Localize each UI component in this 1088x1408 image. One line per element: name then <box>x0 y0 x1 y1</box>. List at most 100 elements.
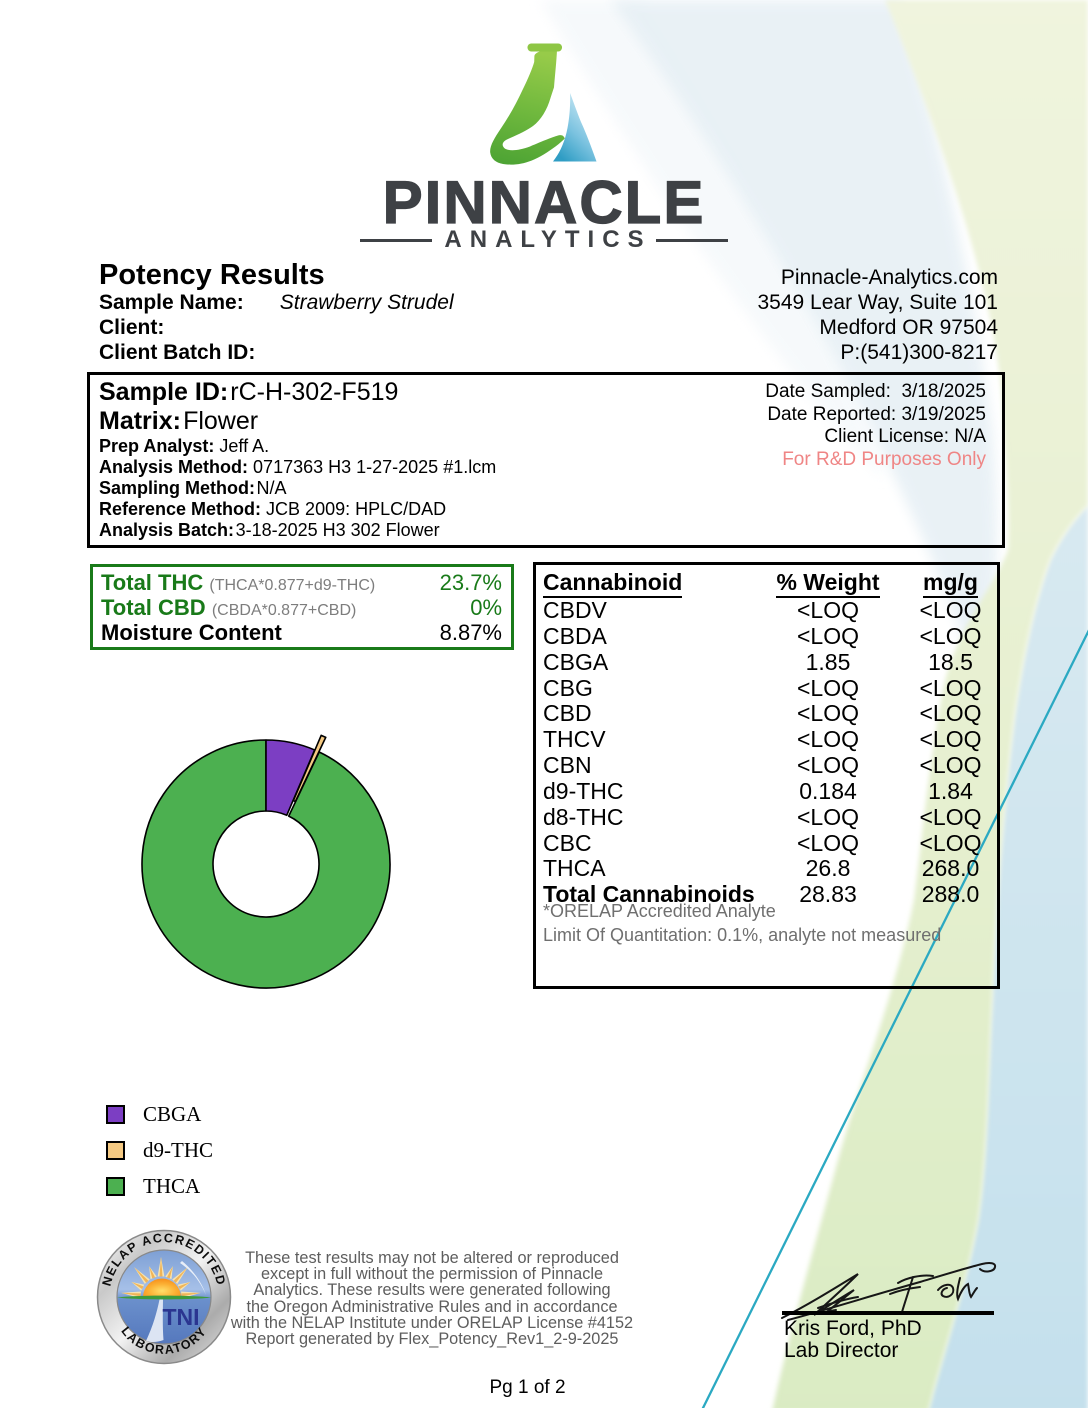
footnote-loq: Limit Of Quantitation: 0.1%, analyte not… <box>543 925 942 946</box>
client-license-value: N/A <box>954 426 986 447</box>
bg-blue-strip <box>929 505 1088 1408</box>
seal-sun-ray <box>181 1292 201 1297</box>
total-cbd-row: Total CBD (CBDA*0.877+CBD) 0% <box>93 595 511 620</box>
disclaimer-line3: Analytics. These results were generated … <box>253 1281 611 1300</box>
client-license-row: Client License: N/A <box>765 426 986 449</box>
analyte-pct-weight: 0.184 <box>799 777 857 804</box>
analyte-pct-weight: <LOQ <box>796 752 859 779</box>
sample-info-box: Sample ID: rC-H-302-F519 Matrix: Flower … <box>87 372 1005 548</box>
seal-sun-ray <box>165 1266 173 1280</box>
analysis-batch-row: Analysis Batch: 3-18-2025 H3 302 Flower <box>99 520 496 541</box>
cannabinoid-row-CBD: CBD <LOQ <LOQ <box>536 701 997 727</box>
donut-slice <box>141 739 391 989</box>
total-cbd-title: Total CBD <box>101 595 206 620</box>
brand-subtitle-row: ANALYTICS <box>0 226 1088 254</box>
reference-method-value: JCB 2009: HPLC/DAD <box>266 499 447 519</box>
cannabinoid-row-THCV: THCV <LOQ <LOQ <box>536 726 997 753</box>
date-reported-row: Date Reported: 3/19/2025 <box>765 404 986 427</box>
client-batch-label: Client Batch ID: <box>99 341 256 364</box>
seal-sun-ray <box>121 1292 141 1297</box>
sample-id-value: rC-H-302-F519 <box>230 378 399 406</box>
bg-green-band <box>772 0 1088 1408</box>
reference-method-row: Reference Method: JCB 2009: HPLC/DAD <box>99 499 496 520</box>
footnote-orelap: *ORELAP Accredited Analyte <box>543 901 776 922</box>
analyte-pct-weight: <LOQ <box>796 829 859 856</box>
cannabinoid-row-d9-THC: d9-THC 0.184 1.84 <box>536 777 997 805</box>
cannabinoid-table: Cannabinoid % Weight mg/g CBDV <LOQ <LOQ CB… <box>533 562 1000 989</box>
brand-subtitle: ANALYTICS <box>444 226 652 253</box>
analyte-mgg: <LOQ <box>919 803 982 830</box>
analysis-method-row: Analysis Method: 0717363 H3 1-27-2025 #1… <box>99 457 496 478</box>
signature-scribble <box>781 1262 997 1321</box>
bg-teal-line <box>701 629 1088 1408</box>
analysis-method-value: 0717363 H3 1-27-2025 #1.lcm <box>253 457 497 477</box>
flask-lip <box>527 43 562 52</box>
analysis-batch-label: Analysis Batch: <box>99 520 235 540</box>
legend-item-thca: THCA <box>106 1174 213 1198</box>
total-thc-formula: (THCA*0.877+d9-THC) <box>209 577 376 594</box>
brand-name: PINNACLE <box>382 168 706 236</box>
client-license-label: Client License: <box>824 426 950 447</box>
analyte-mgg: 1.84 <box>928 777 973 804</box>
date-sampled-label: Date Sampled: <box>765 381 891 402</box>
donut-slice <box>292 734 327 803</box>
date-reported-value: 3/19/2025 <box>901 403 986 425</box>
col-header-cannabinoid: Cannabinoid <box>543 569 683 598</box>
seal-sun-ray <box>159 1257 163 1277</box>
legend-label-cbga: CBGA <box>143 1101 202 1126</box>
chart-legend: CBGA d9-THC THCA <box>106 1101 213 1212</box>
lab-phone: P:(541)300-8217 <box>840 341 998 364</box>
signature-block: Kris Ford, PhD Lab Director <box>784 1318 922 1362</box>
total-thc-value: 23.7% <box>439 570 502 595</box>
matrix-row: Matrix: Flower <box>99 407 496 436</box>
prep-analyst-row: Prep Analyst: Jeff A. <box>99 436 496 457</box>
analyte-pct-weight: <LOQ <box>796 803 859 830</box>
seal-sun-ray <box>149 1266 156 1279</box>
client-label: Client: <box>99 316 165 339</box>
brand-dash-left <box>360 238 433 242</box>
analyte-name: CBDV <box>543 597 607 623</box>
legend-item-d9thc: d9-THC <box>106 1138 213 1162</box>
analyte-pct-weight: <LOQ <box>796 622 859 649</box>
analyte-name: d8-THC <box>543 803 624 830</box>
seal-road <box>146 1299 164 1343</box>
sample-name-label: Sample Name: <box>99 291 244 314</box>
total-cbd-label: Total CBD (CBDA*0.877+CBD) <box>101 595 356 621</box>
moisture-row: Moisture Content 8.87% <box>93 620 511 645</box>
sampling-method-row: Sampling Method: N/A <box>99 478 496 499</box>
page-title: Potency Results <box>99 259 325 291</box>
analyte-name: CBGA <box>543 648 609 675</box>
col-header-mgg: mg/g <box>923 569 978 598</box>
client-row: Client: <box>99 315 454 340</box>
seal-sun-ray <box>166 1266 173 1279</box>
cannabinoid-row-THCA: THCA 26.8 268.0 <box>536 856 997 882</box>
analyte-pct-weight: <LOQ <box>796 674 859 701</box>
flask-liquid <box>553 93 597 162</box>
cannabinoid-row-CBDV: CBDV <LOQ <LOQ <box>536 597 997 624</box>
matrix-value: Flower <box>183 407 259 435</box>
client-batch-row: Client Batch ID: <box>99 340 454 365</box>
sample-info-left: Sample ID: rC-H-302-F519 Matrix: Flower … <box>99 378 496 541</box>
analyte-mgg: <LOQ <box>919 700 982 727</box>
lab-contact-info: Pinnacle-Analytics.com 3549 Lear Way, Su… <box>758 265 999 365</box>
analyte-mgg: <LOQ <box>919 622 982 649</box>
analyte-mgg: <LOQ <box>919 597 982 623</box>
brand-dash-right <box>655 238 728 242</box>
signature-strokes <box>781 1262 997 1321</box>
legend-item-cbga: CBGA <box>106 1101 213 1126</box>
total-cannabinoids-mgg: 288.0 <box>921 881 980 908</box>
legend-swatch-d9thc <box>106 1140 125 1160</box>
seal-sun-ray <box>173 1267 188 1283</box>
total-cannabinoids-label: Total Cannabinoids <box>543 881 755 908</box>
reference-method-label: Reference Method: <box>99 499 262 519</box>
analyte-name: CBG <box>543 674 593 701</box>
total-thc-title: Total THC <box>101 570 204 595</box>
analyte-name: CBN <box>543 752 592 779</box>
seal-sun-ray <box>131 1282 145 1291</box>
signature-line <box>782 1311 994 1315</box>
analyte-name: CBD <box>543 700 592 727</box>
sampling-method-value: N/A <box>256 478 287 498</box>
analyte-mgg: <LOQ <box>919 726 982 753</box>
sample-name-row: Sample Name: Strawberry Strudel <box>99 290 454 315</box>
cannabinoid-row-CBDA: CBDA <LOQ <LOQ <box>536 622 997 650</box>
